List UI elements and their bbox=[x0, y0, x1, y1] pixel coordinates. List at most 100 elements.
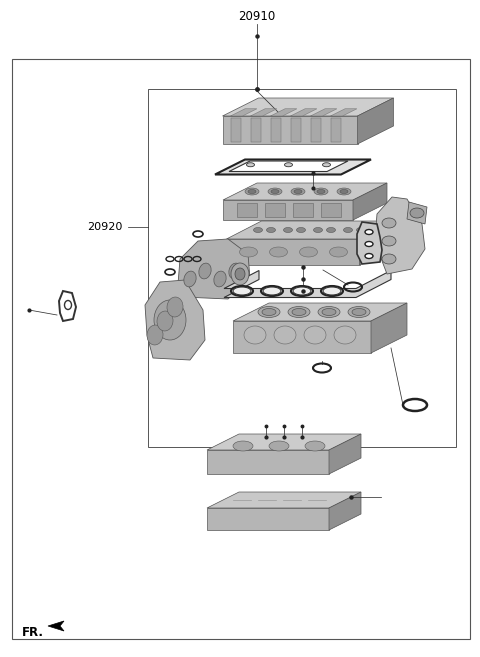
Ellipse shape bbox=[322, 309, 336, 315]
Ellipse shape bbox=[314, 188, 328, 195]
Polygon shape bbox=[251, 109, 277, 116]
Polygon shape bbox=[223, 98, 394, 116]
Polygon shape bbox=[223, 200, 353, 220]
Ellipse shape bbox=[318, 307, 340, 317]
Ellipse shape bbox=[365, 242, 373, 246]
Ellipse shape bbox=[291, 188, 305, 195]
Ellipse shape bbox=[297, 227, 305, 233]
Polygon shape bbox=[224, 271, 391, 298]
Ellipse shape bbox=[157, 311, 173, 331]
Ellipse shape bbox=[233, 441, 253, 451]
Ellipse shape bbox=[340, 189, 348, 194]
Polygon shape bbox=[407, 202, 427, 224]
Bar bbox=[321, 203, 341, 217]
Ellipse shape bbox=[304, 326, 326, 344]
Ellipse shape bbox=[248, 189, 256, 194]
Bar bbox=[311, 118, 321, 142]
Polygon shape bbox=[290, 109, 317, 116]
Ellipse shape bbox=[410, 208, 424, 218]
Polygon shape bbox=[357, 222, 382, 264]
Polygon shape bbox=[271, 109, 297, 116]
Polygon shape bbox=[48, 621, 64, 631]
Polygon shape bbox=[178, 239, 250, 299]
Ellipse shape bbox=[323, 163, 331, 167]
Ellipse shape bbox=[334, 326, 356, 344]
Ellipse shape bbox=[233, 287, 251, 295]
Polygon shape bbox=[371, 303, 407, 353]
Ellipse shape bbox=[244, 326, 266, 344]
Ellipse shape bbox=[285, 163, 292, 167]
Ellipse shape bbox=[357, 227, 365, 233]
Bar bbox=[331, 118, 340, 142]
Polygon shape bbox=[207, 450, 329, 474]
Polygon shape bbox=[329, 434, 361, 474]
Ellipse shape bbox=[245, 188, 259, 195]
Bar bbox=[12, 59, 470, 639]
Ellipse shape bbox=[323, 287, 341, 295]
Ellipse shape bbox=[247, 163, 254, 167]
Bar bbox=[265, 203, 285, 217]
Ellipse shape bbox=[271, 189, 279, 194]
Ellipse shape bbox=[214, 271, 226, 287]
Ellipse shape bbox=[266, 227, 276, 233]
Polygon shape bbox=[145, 280, 205, 360]
Bar bbox=[293, 203, 313, 217]
Ellipse shape bbox=[288, 307, 310, 317]
Polygon shape bbox=[358, 98, 394, 144]
Polygon shape bbox=[233, 321, 371, 353]
Ellipse shape bbox=[258, 307, 280, 317]
Bar bbox=[251, 118, 261, 142]
Polygon shape bbox=[207, 508, 329, 530]
Ellipse shape bbox=[292, 309, 306, 315]
Polygon shape bbox=[215, 160, 371, 175]
Polygon shape bbox=[329, 492, 361, 530]
Bar bbox=[230, 118, 240, 142]
Ellipse shape bbox=[167, 297, 183, 317]
Polygon shape bbox=[360, 221, 395, 265]
Ellipse shape bbox=[154, 300, 186, 340]
Ellipse shape bbox=[229, 263, 241, 279]
Ellipse shape bbox=[348, 307, 370, 317]
Polygon shape bbox=[227, 239, 360, 265]
Ellipse shape bbox=[300, 247, 317, 257]
Polygon shape bbox=[375, 197, 425, 274]
Ellipse shape bbox=[344, 227, 352, 233]
Ellipse shape bbox=[305, 441, 325, 451]
Ellipse shape bbox=[231, 286, 253, 296]
Ellipse shape bbox=[64, 300, 72, 309]
Polygon shape bbox=[223, 183, 387, 200]
Ellipse shape bbox=[263, 287, 281, 295]
Polygon shape bbox=[230, 109, 257, 116]
Polygon shape bbox=[311, 109, 337, 116]
Text: FR.: FR. bbox=[22, 627, 44, 639]
Ellipse shape bbox=[313, 227, 323, 233]
Ellipse shape bbox=[268, 188, 282, 195]
Ellipse shape bbox=[352, 309, 366, 315]
Bar bbox=[290, 118, 300, 142]
Ellipse shape bbox=[329, 247, 348, 257]
Ellipse shape bbox=[240, 247, 257, 257]
Ellipse shape bbox=[284, 227, 292, 233]
Ellipse shape bbox=[274, 326, 296, 344]
Bar bbox=[271, 118, 280, 142]
Bar bbox=[148, 89, 456, 447]
Bar bbox=[237, 203, 257, 217]
Ellipse shape bbox=[235, 268, 245, 280]
Polygon shape bbox=[223, 116, 358, 144]
Ellipse shape bbox=[261, 286, 283, 296]
Ellipse shape bbox=[382, 254, 396, 264]
Ellipse shape bbox=[184, 271, 196, 287]
Ellipse shape bbox=[147, 325, 163, 345]
Ellipse shape bbox=[253, 227, 263, 233]
Polygon shape bbox=[207, 492, 361, 508]
Ellipse shape bbox=[382, 236, 396, 246]
Ellipse shape bbox=[262, 309, 276, 315]
Ellipse shape bbox=[382, 218, 396, 228]
Polygon shape bbox=[331, 109, 357, 116]
Text: 20920: 20920 bbox=[87, 222, 123, 232]
Polygon shape bbox=[207, 434, 361, 450]
Ellipse shape bbox=[317, 189, 325, 194]
Polygon shape bbox=[353, 183, 387, 220]
Ellipse shape bbox=[269, 247, 288, 257]
Text: 20910: 20910 bbox=[239, 9, 276, 22]
